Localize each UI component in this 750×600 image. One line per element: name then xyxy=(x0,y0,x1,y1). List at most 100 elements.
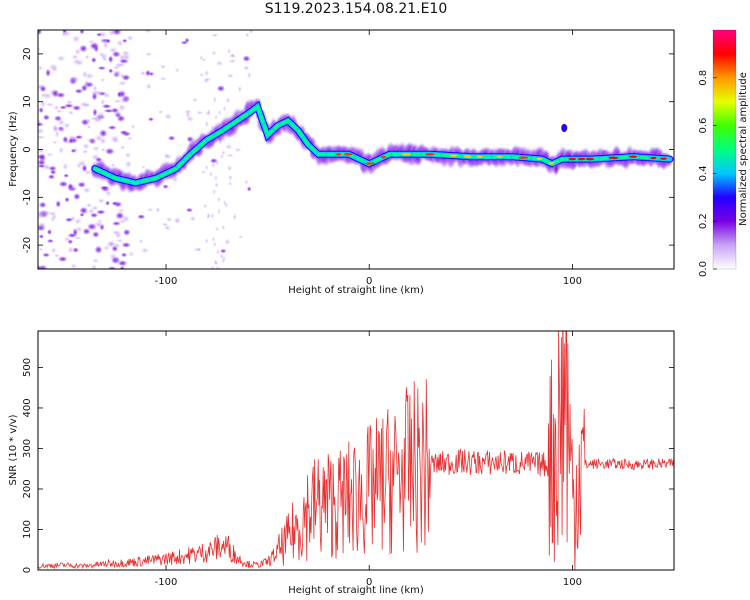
noise-blob xyxy=(111,201,119,206)
ridge-hot-spot xyxy=(343,153,353,156)
noise-blob xyxy=(242,55,251,63)
ridge-hot-spot xyxy=(518,156,529,159)
noise-blob xyxy=(57,256,68,263)
noise-blob xyxy=(58,126,66,134)
noise-blob xyxy=(38,234,45,239)
noise-blob xyxy=(185,207,194,213)
noise-blob xyxy=(210,265,215,269)
noise-blob xyxy=(121,74,131,82)
noise-blob xyxy=(225,97,231,104)
noise-blob xyxy=(114,71,121,78)
noise-blob xyxy=(202,203,208,209)
noise-blob xyxy=(200,170,207,174)
noise-blob xyxy=(115,238,124,243)
noise-blob xyxy=(46,228,53,236)
noise-blob xyxy=(86,124,92,130)
noise-blob xyxy=(67,183,74,191)
noise-blob xyxy=(214,60,224,67)
noise-blob xyxy=(86,222,98,231)
noise-blob xyxy=(91,231,100,239)
colorbar-tick-label: 0.4 xyxy=(698,165,709,181)
noise-blob xyxy=(93,117,102,123)
noise-blob xyxy=(222,199,227,206)
noise-blob xyxy=(78,44,88,53)
noise-blob xyxy=(104,147,115,156)
noise-blob xyxy=(158,76,168,81)
noise-blob xyxy=(38,127,46,135)
noise-blob xyxy=(237,235,244,239)
noise-blob xyxy=(107,125,117,130)
noise-blob xyxy=(84,54,91,60)
noise-blob xyxy=(87,207,96,215)
noise-blob xyxy=(211,50,217,56)
noise-blob xyxy=(228,58,237,64)
noise-blob xyxy=(116,61,127,68)
spectrogram-ridge xyxy=(89,96,674,195)
snr-y-tick-label: 300 xyxy=(22,439,33,458)
noise-blob xyxy=(105,200,111,206)
noise-blob xyxy=(51,64,59,74)
ridge-hot-spot xyxy=(577,157,586,161)
noise-blob xyxy=(67,109,75,116)
noise-blob xyxy=(246,71,252,79)
noise-blob xyxy=(77,159,87,168)
noise-blob xyxy=(102,40,109,50)
noise-blob xyxy=(39,99,47,108)
spectrogram-x-tick-label: -100 xyxy=(155,276,178,287)
noise-blob xyxy=(81,149,89,155)
noise-blob xyxy=(126,34,135,42)
noise-blob xyxy=(117,80,128,87)
noise-blob xyxy=(74,88,84,94)
noise-blob xyxy=(116,39,124,48)
noise-blob xyxy=(219,248,227,254)
noise-blob xyxy=(74,225,84,233)
noise-blob xyxy=(38,264,48,269)
noise-blob xyxy=(100,147,106,153)
noise-blob xyxy=(216,196,221,203)
noise-blob xyxy=(117,103,127,113)
noise-blob xyxy=(215,159,220,166)
noise-blob xyxy=(58,180,69,188)
noise-blob xyxy=(128,250,135,258)
noise-blob xyxy=(121,241,132,248)
noise-blob xyxy=(97,66,107,71)
ridge-hot-spot xyxy=(380,155,387,159)
noise-blob xyxy=(79,30,85,35)
spectrogram-x-tick-label: 100 xyxy=(563,276,582,287)
noise-blob xyxy=(67,232,78,238)
noise-blob xyxy=(81,102,92,109)
ridge-hot-spot xyxy=(336,153,342,156)
snr-x-ticks: -100 0 100 xyxy=(155,331,582,588)
noise-blob xyxy=(214,265,221,269)
noise-blob xyxy=(38,46,42,52)
noise-blob xyxy=(139,70,147,76)
noise-blob xyxy=(38,247,44,252)
noise-blob xyxy=(99,185,110,190)
noise-blob xyxy=(214,181,219,188)
noise-blob xyxy=(242,64,251,72)
spectrogram-y-axis-label: Frequency (Hz) xyxy=(8,111,19,187)
noise-blob xyxy=(72,247,80,253)
noise-blob xyxy=(122,228,131,236)
noise-blob xyxy=(59,105,68,110)
noise-blob xyxy=(89,41,100,51)
noise-blob xyxy=(99,52,109,61)
noise-blob xyxy=(71,104,82,111)
noise-blob xyxy=(38,65,44,71)
noise-blob xyxy=(215,248,220,255)
noise-blob xyxy=(110,107,120,114)
noise-blob xyxy=(223,238,232,246)
colorbar-ticks: 0.0 0.2 0.4 0.6 0.8 xyxy=(698,70,717,277)
noise-blob xyxy=(224,143,234,150)
noise-blob xyxy=(38,107,44,114)
noise-blob xyxy=(136,214,146,220)
noise-blob xyxy=(225,153,235,158)
noise-blob xyxy=(201,57,207,62)
noise-blob xyxy=(214,114,219,121)
noise-blob xyxy=(204,238,209,245)
noise-blob xyxy=(165,216,173,223)
noise-blob xyxy=(58,146,65,155)
ridge-hot-spot xyxy=(401,153,412,156)
noise-blob xyxy=(116,208,126,213)
